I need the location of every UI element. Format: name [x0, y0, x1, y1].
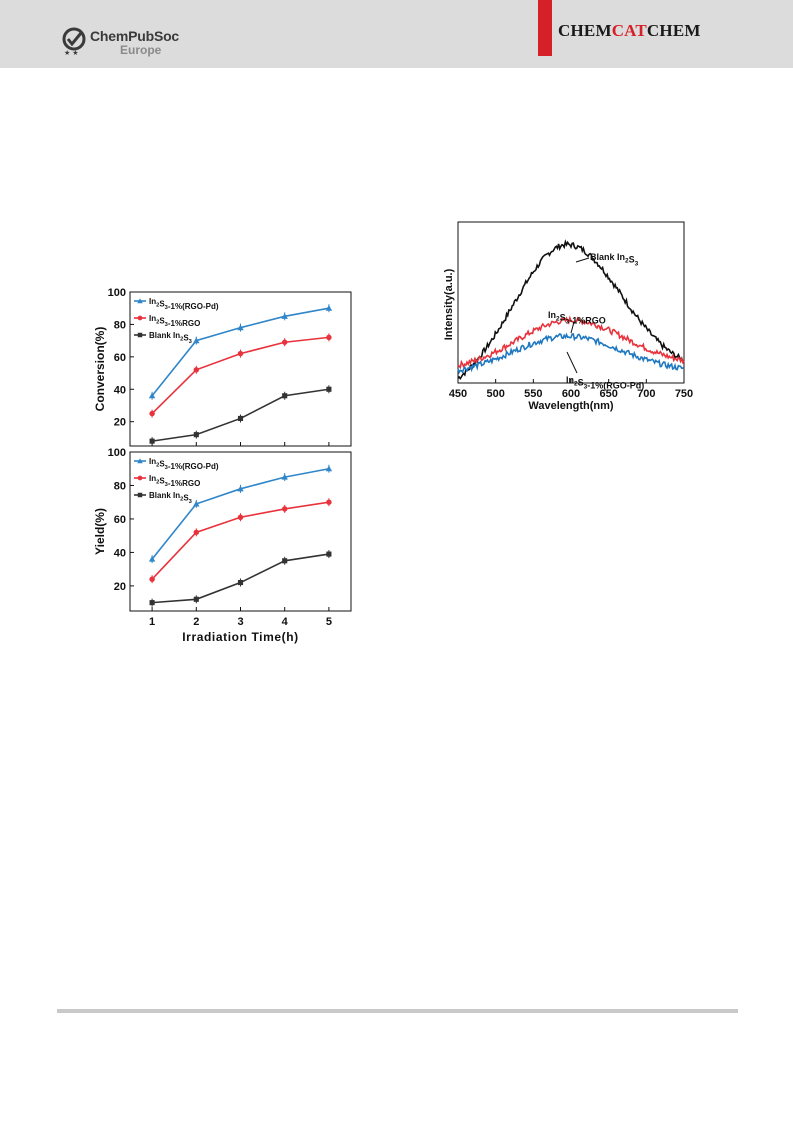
data-point [326, 386, 332, 392]
annotation-label: In2S3-1%RGO [548, 310, 606, 325]
x-tick-label: 550 [524, 388, 542, 400]
x-axis-label: Irradiation Time(h) [182, 630, 299, 644]
y-axis-label: Yield(%) [93, 508, 107, 555]
legend-label: In2S3-1%RGO [149, 314, 200, 328]
legend-label: Blank In2S3 [149, 491, 192, 505]
legend-swatch-marker [137, 315, 143, 321]
data-point [326, 334, 332, 341]
annotation-label: Blank In2S3 [590, 252, 639, 267]
journal-title: CHEMCATCHEM [558, 21, 701, 41]
data-point [193, 529, 200, 536]
data-point [237, 485, 244, 492]
data-point [282, 558, 288, 564]
data-point [281, 339, 288, 345]
legend-label: In2S3-1%(RGO-Pd) [149, 297, 219, 311]
y-tick-label: 80 [114, 480, 126, 492]
yield-chart: 20 40 60 80 100 1 2 3 4 5 Irradiation Time(h) Yield… [93, 447, 352, 644]
header-accent-bar [538, 0, 552, 56]
legend-swatch-marker [137, 458, 143, 464]
journal-title-part-1: CHEM [558, 21, 612, 40]
x-tick-label: 2 [193, 616, 199, 628]
x-tick-label: 4 [282, 616, 289, 628]
x-tick-label: 1 [149, 616, 155, 628]
data-point [281, 506, 288, 512]
y-axis-label: Conversion(%) [93, 327, 107, 412]
y-tick-label: 20 [114, 417, 126, 429]
data-point [193, 432, 199, 438]
y-tick-label: 60 [114, 352, 126, 364]
x-tick-label: 5 [326, 616, 332, 628]
page-header: ★ ★ ChemPubSoc Europe CHEMCATCHEM [0, 0, 793, 68]
data-point [149, 576, 155, 582]
legend-swatch-marker [137, 298, 143, 304]
data-point [325, 305, 333, 311]
footer-divider [57, 1009, 738, 1013]
journal-title-part-2: CAT [611, 21, 647, 40]
legend-label: In2S3-1%(RGO-Pd) [149, 457, 219, 471]
annotation-label: In2S3-1%(RGO-Pd) [566, 375, 644, 390]
x-tick-label: 600 [562, 388, 580, 400]
y-tick-label: 100 [108, 447, 126, 459]
data-point [193, 367, 200, 373]
series-line [152, 553, 330, 604]
data-point [237, 415, 244, 422]
data-point [237, 579, 244, 586]
publisher-emblem-icon: ★ ★ [62, 27, 86, 57]
data-point [149, 438, 155, 444]
data-point [237, 514, 244, 520]
legend-label: Blank In2S3 [149, 331, 192, 345]
data-point [326, 551, 332, 557]
annotation-arrow [570, 321, 575, 334]
legend-swatch-marker [137, 332, 143, 338]
x-tick-label: 3 [237, 616, 243, 628]
spectrum-line [457, 315, 685, 370]
conversion-chart: 20 40 60 80 100 Conversion(%) In2S3-1%(RGO-Pd)… [93, 287, 352, 447]
x-tick-label: 750 [675, 388, 693, 400]
data-point [193, 596, 199, 602]
data-point [193, 500, 200, 507]
y-tick-label: 60 [114, 514, 126, 526]
publisher-name: ChemPubSoc [90, 28, 180, 44]
spectrum-line [457, 239, 685, 380]
pl-spectra-chart: 450 500 550 600 650 700 750 Wavelength(nm) Inten… [443, 221, 693, 412]
legend-swatch-marker [137, 492, 143, 498]
data-point [325, 465, 333, 472]
data-point [149, 410, 155, 417]
legend-label: In2S3-1%RGO [149, 474, 200, 488]
x-tick-label: 650 [599, 388, 617, 400]
data-point [149, 600, 155, 606]
journal-title-part-3: CHEM [646, 21, 701, 40]
data-point [282, 393, 288, 399]
legend-swatch-marker [137, 475, 143, 481]
y-tick-label: 40 [114, 547, 126, 559]
x-tick-label: 450 [449, 388, 467, 400]
data-point [148, 392, 156, 399]
x-axis-label: Wavelength(nm) [528, 400, 613, 412]
y-axis-label: Intensity(a.u.) [443, 268, 455, 340]
data-point [237, 324, 244, 331]
data-point [281, 313, 288, 319]
data-point [326, 499, 332, 505]
data-point [237, 350, 244, 357]
y-tick-label: 80 [114, 319, 126, 331]
y-tick-label: 100 [108, 287, 126, 299]
svg-text:★ ★: ★ ★ [64, 49, 79, 57]
publisher-region: Europe [120, 43, 162, 57]
spectrum-line [457, 332, 685, 375]
annotation-arrow [566, 351, 578, 374]
x-tick-label: 700 [637, 388, 655, 400]
data-point [281, 473, 288, 480]
x-tick-label: 500 [486, 388, 504, 400]
data-point [193, 337, 200, 344]
y-tick-label: 40 [114, 384, 126, 396]
data-point [148, 555, 156, 562]
y-tick-label: 20 [114, 581, 126, 593]
annotation-arrow [575, 257, 590, 263]
